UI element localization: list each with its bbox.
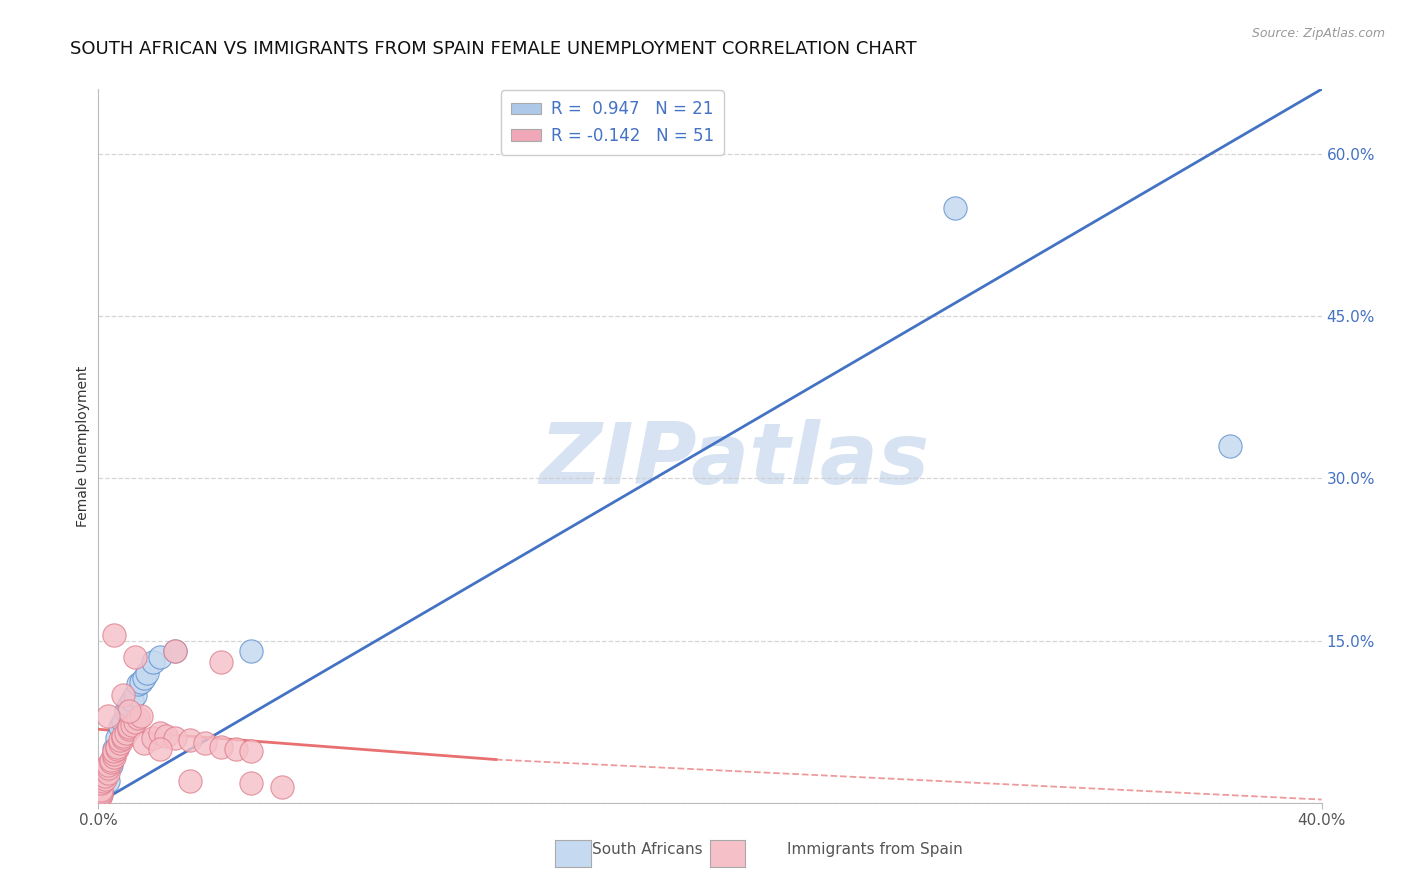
- Text: SOUTH AFRICAN VS IMMIGRANTS FROM SPAIN FEMALE UNEMPLOYMENT CORRELATION CHART: SOUTH AFRICAN VS IMMIGRANTS FROM SPAIN F…: [70, 40, 917, 58]
- Point: [118, 704, 141, 718]
- Point: [108, 733, 131, 747]
- Point: [209, 655, 232, 669]
- Point: [93, 764, 115, 778]
- Point: [90, 787, 112, 801]
- Point: [93, 772, 115, 786]
- Point: [105, 739, 128, 754]
- Point: [225, 741, 247, 756]
- Text: Source: ZipAtlas.com: Source: ZipAtlas.com: [1251, 27, 1385, 40]
- Point: [194, 736, 217, 750]
- Point: [111, 729, 134, 743]
- Point: [90, 782, 112, 797]
- Text: South Africans: South Africans: [592, 842, 703, 856]
- Point: [108, 720, 131, 734]
- Point: [115, 704, 138, 718]
- Point: [103, 750, 125, 764]
- Point: [163, 644, 186, 658]
- Point: [100, 758, 122, 772]
- Point: [90, 785, 112, 799]
- Text: ZIPatlas: ZIPatlas: [540, 418, 929, 502]
- Text: Immigrants from Spain: Immigrants from Spain: [787, 842, 963, 856]
- Point: [127, 677, 149, 691]
- Point: [1219, 439, 1241, 453]
- Point: [103, 628, 125, 642]
- Point: [179, 774, 201, 789]
- Point: [105, 741, 128, 756]
- Point: [105, 731, 128, 745]
- Point: [111, 688, 134, 702]
- Point: [97, 765, 120, 780]
- Point: [100, 753, 122, 767]
- Point: [91, 774, 114, 789]
- Point: [209, 739, 232, 754]
- Point: [129, 674, 152, 689]
- Point: [134, 736, 156, 750]
- Point: [97, 758, 120, 772]
- Point: [97, 709, 120, 723]
- Point: [270, 780, 292, 794]
- Point: [179, 733, 201, 747]
- Legend: R =  0.947   N = 21, R = -0.142   N = 51: R = 0.947 N = 21, R = -0.142 N = 51: [501, 90, 724, 154]
- Point: [127, 711, 149, 725]
- Point: [943, 201, 966, 215]
- Point: [103, 744, 125, 758]
- Point: [240, 644, 263, 658]
- Point: [163, 644, 186, 658]
- Point: [118, 698, 141, 713]
- Point: [121, 718, 143, 732]
- Point: [124, 649, 146, 664]
- Point: [103, 741, 125, 756]
- Point: [89, 790, 111, 805]
- Point: [90, 787, 112, 801]
- Point: [103, 747, 125, 761]
- Point: [97, 774, 120, 789]
- Point: [149, 725, 172, 739]
- Point: [108, 736, 131, 750]
- Point: [129, 709, 152, 723]
- Point: [149, 741, 172, 756]
- Point: [100, 755, 122, 769]
- Point: [136, 666, 159, 681]
- Point: [90, 776, 112, 790]
- Point: [134, 672, 156, 686]
- Point: [97, 761, 120, 775]
- Point: [155, 729, 177, 743]
- Point: [124, 714, 146, 729]
- Point: [163, 731, 186, 745]
- Point: [240, 776, 263, 790]
- Point: [149, 649, 172, 664]
- Point: [142, 731, 165, 745]
- Point: [111, 731, 134, 745]
- Y-axis label: Female Unemployment: Female Unemployment: [76, 366, 90, 526]
- Point: [118, 723, 141, 737]
- Point: [111, 714, 134, 729]
- Point: [118, 720, 141, 734]
- Point: [121, 693, 143, 707]
- Point: [115, 725, 138, 739]
- Point: [142, 655, 165, 669]
- Point: [124, 688, 146, 702]
- Point: [93, 769, 115, 783]
- Point: [240, 744, 263, 758]
